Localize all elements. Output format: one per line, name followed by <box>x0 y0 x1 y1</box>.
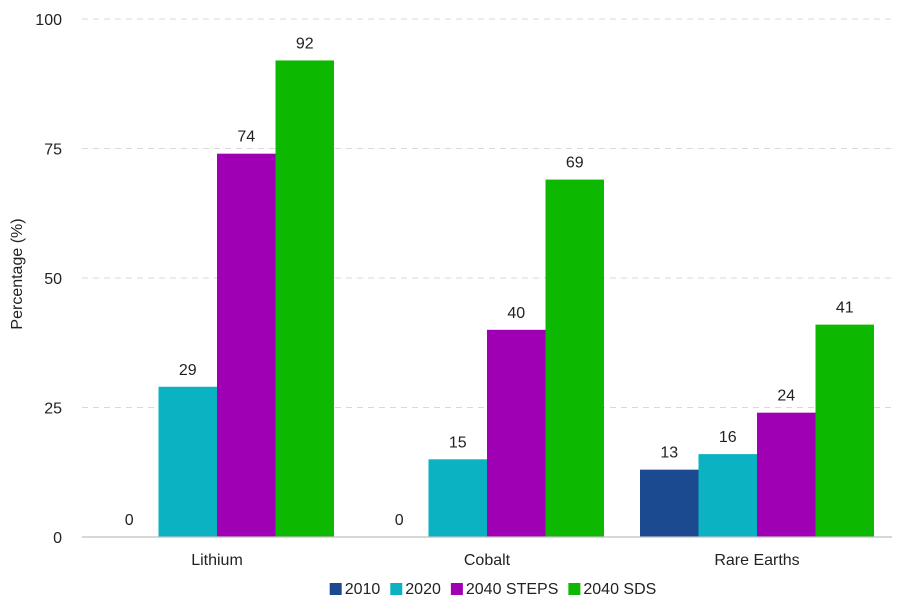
legend-swatch <box>329 583 342 595</box>
bar <box>275 60 334 537</box>
bar <box>545 179 604 537</box>
y-tick-label: 75 <box>44 142 62 159</box>
y-axis-title: Percentage (%) <box>9 218 26 329</box>
x-axis-ticks: Lithium Cobalt Rare Earths <box>191 552 799 569</box>
bars <box>158 60 874 537</box>
data-label: 41 <box>836 300 854 317</box>
x-tick-label: Lithium <box>191 552 243 569</box>
legend-item: 2020 <box>390 581 441 598</box>
bar <box>217 153 276 537</box>
data-label: 29 <box>179 362 197 379</box>
x-tick-label: Cobalt <box>464 552 511 569</box>
data-label: 0 <box>395 512 404 529</box>
bar <box>158 386 217 537</box>
bar <box>487 329 546 537</box>
y-tick-label: 50 <box>44 271 62 288</box>
y-tick-label: 100 <box>35 12 62 29</box>
legend-swatch <box>390 583 403 595</box>
bar <box>698 454 757 537</box>
data-labels: 0 29 74 92 0 15 40 69 13 16 24 41 <box>125 35 854 529</box>
data-label: 13 <box>660 445 678 462</box>
data-label: 24 <box>777 388 795 405</box>
bar <box>428 459 487 537</box>
bar <box>757 412 816 537</box>
data-label: 74 <box>237 129 255 146</box>
data-label: 69 <box>566 155 584 172</box>
data-label: 92 <box>296 35 314 52</box>
legend-swatch <box>450 583 463 595</box>
x-tick-label: Rare Earths <box>714 552 799 569</box>
y-axis-ticks: 0 25 50 75 100 <box>35 12 62 547</box>
legend-item: 2040 STEPS <box>450 581 559 598</box>
bar <box>815 324 874 537</box>
legend-item: 2010 <box>329 581 381 598</box>
legend-swatch <box>568 583 581 595</box>
legend-label: 2010 <box>345 581 381 598</box>
data-label: 16 <box>719 429 737 446</box>
legend-label: 2040 STEPS <box>466 581 559 598</box>
y-tick-label: 25 <box>44 401 62 418</box>
data-label: 15 <box>449 434 467 451</box>
legend-label: 2020 <box>405 581 441 598</box>
legend-item: 2040 SDS <box>568 581 656 598</box>
bar <box>640 469 699 537</box>
data-label: 40 <box>507 305 525 322</box>
y-tick-label: 0 <box>53 530 62 547</box>
legend: 2010 2020 2040 STEPS 2040 SDS <box>329 581 656 598</box>
data-label: 0 <box>125 512 134 529</box>
legend-label: 2040 SDS <box>583 581 656 598</box>
